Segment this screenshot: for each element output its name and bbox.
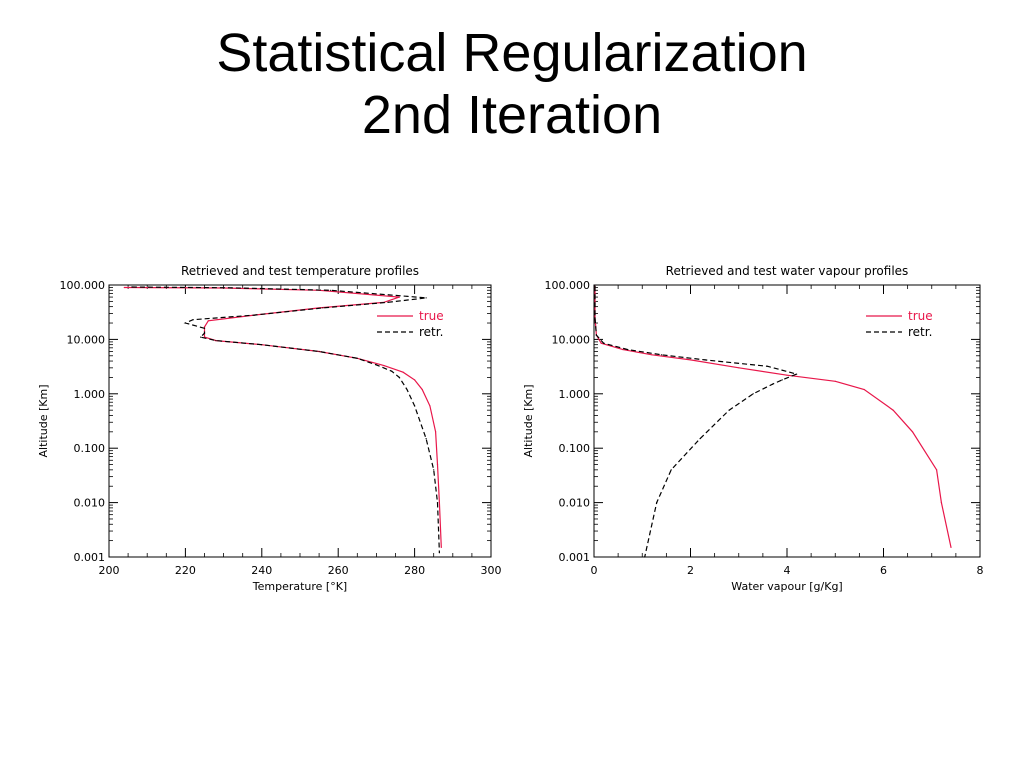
temperature-series-point <box>406 295 408 297</box>
temperature-x-tick-label: 200 <box>99 564 120 577</box>
temperature-series-point <box>438 552 440 554</box>
temperature-series-point <box>387 301 389 303</box>
temperature-x-tick-label: 260 <box>328 564 349 577</box>
temperature-series-point <box>215 340 217 342</box>
slide-title-line-1: Statistical Regularization <box>216 23 808 83</box>
temperature-x-tick-label: 220 <box>175 564 196 577</box>
temperature-series-point <box>184 322 186 324</box>
temperature-chart-title: Retrieved and test temperature profiles <box>181 264 419 278</box>
temperature-series-retr-line <box>131 286 440 553</box>
temperature-series-point <box>383 365 385 367</box>
temperature-series-point <box>433 469 435 471</box>
temperature-series-point <box>253 314 255 316</box>
temperature-series-point <box>414 405 416 407</box>
temperature-y-tick-label: 0.010 <box>74 497 106 510</box>
temperature-series-point <box>398 376 400 378</box>
temperature-y-tick-label: 0.100 <box>74 442 106 455</box>
temperature-y-tick-label: 1.000 <box>74 388 106 401</box>
temperature-series-point <box>261 344 263 346</box>
temperature-y-tick-label: 100.000 <box>60 279 106 292</box>
temperature-y-tick-label: 10.000 <box>67 333 106 346</box>
temperature-series-point <box>425 297 427 299</box>
temperature-series-point <box>414 379 416 381</box>
temperature-series-point <box>356 357 358 359</box>
temperature-legend-label: retr. <box>419 325 443 339</box>
temperature-legend-label: true <box>419 309 444 323</box>
temperature-x-tick-label: 300 <box>481 564 502 577</box>
temperature-series-point <box>429 405 431 407</box>
temperature-series-point <box>230 287 232 289</box>
temperature-series-point <box>322 307 324 309</box>
temperature-x-tick-label: 240 <box>251 564 272 577</box>
temperature-series-true-line <box>124 286 442 548</box>
temperature-series-point <box>436 502 439 504</box>
temperature-series-point <box>203 326 206 328</box>
temperature-series-point <box>203 327 206 329</box>
temperature-series-point <box>318 350 320 353</box>
temperature-series-point <box>330 289 332 291</box>
temperature-series-point <box>402 371 404 373</box>
slide-title: Statistical Regularization 2nd Iteration <box>0 22 1024 146</box>
temperature-series-point <box>398 296 400 298</box>
temperature-series-point <box>203 332 206 334</box>
temperature-series-point <box>436 464 439 466</box>
temperature-series-point <box>207 320 209 322</box>
temperature-series-point <box>440 546 442 549</box>
temperature-series-point <box>192 319 194 321</box>
temperature-series-point <box>435 431 437 433</box>
slide-title-line-2: 2nd Iteration <box>361 85 663 145</box>
temperature-x-axis-label: Temperature [°K] <box>252 580 347 593</box>
temperature-y-tick-label: 0.001 <box>74 551 106 564</box>
temperature-series-point <box>406 388 408 391</box>
temperature-series-point <box>123 286 125 289</box>
temperature-series-point <box>391 370 393 372</box>
temperature-series-point <box>438 502 440 504</box>
temperature-series-point <box>375 364 377 366</box>
temperature-series-point <box>421 388 423 391</box>
temperature-y-axis-label: Altitude [Km] <box>37 385 50 458</box>
temperature-series-point <box>200 336 202 338</box>
temperature-x-tick-label: 280 <box>404 564 425 577</box>
temperature-series-point <box>425 438 427 440</box>
temperature-series-point <box>131 286 133 288</box>
